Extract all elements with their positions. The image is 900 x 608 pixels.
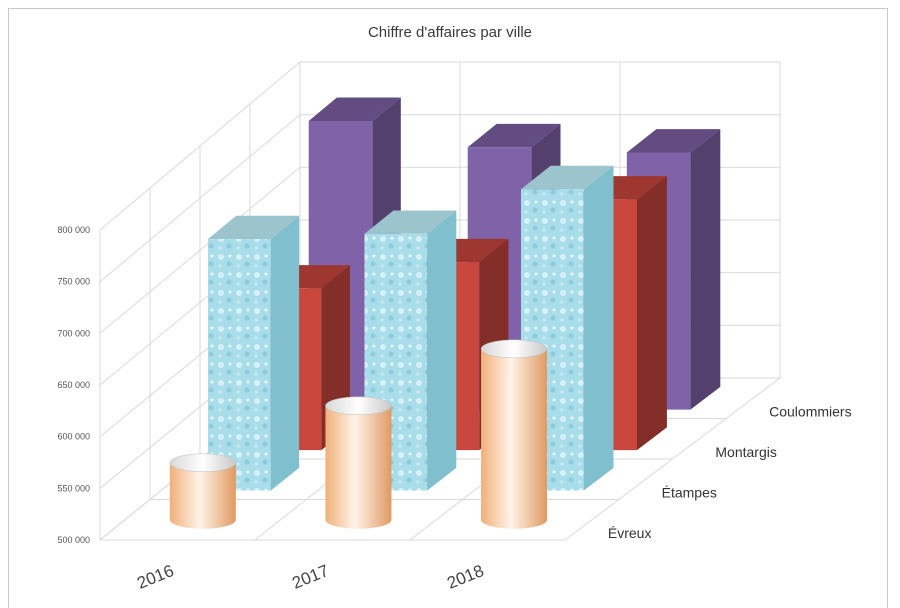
y-tick-label: 500 000 xyxy=(57,535,90,545)
bars-layer xyxy=(169,97,721,529)
series-label: Montargis xyxy=(715,444,776,460)
cylinder-top xyxy=(325,396,392,416)
bar-front xyxy=(208,239,271,491)
bar-top xyxy=(364,210,457,234)
category-label: 2016 xyxy=(134,561,176,593)
y-tick-label: 600 000 xyxy=(57,432,90,442)
y-tick-label: 800 000 xyxy=(57,225,90,235)
cylinder-body xyxy=(169,462,236,529)
gridline-depth xyxy=(99,230,565,541)
y-tick-label: 700 000 xyxy=(57,328,90,338)
series-label: Coulommiers xyxy=(769,403,851,419)
bar-top xyxy=(521,165,614,190)
category-label: 2018 xyxy=(444,561,486,593)
bar-top xyxy=(308,97,401,121)
bar-side xyxy=(427,210,457,491)
cylinder-top xyxy=(480,339,548,359)
gridline-depth xyxy=(149,188,619,500)
bar-side xyxy=(583,165,614,491)
cylinder-body xyxy=(325,405,392,529)
series-label: Évreux xyxy=(608,525,652,541)
cylinder-top xyxy=(169,453,237,473)
category-label: 2017 xyxy=(289,561,331,593)
bar-side xyxy=(270,215,300,491)
bar-side xyxy=(690,129,721,410)
chart-frame xyxy=(8,8,888,608)
cylinder-body xyxy=(481,348,548,529)
y-tick-label: 650 000 xyxy=(57,380,90,390)
bar-top xyxy=(467,123,561,148)
bar-side xyxy=(637,176,667,451)
y-tick-label: 750 000 xyxy=(57,277,90,287)
series-label: Étampes xyxy=(662,484,717,500)
bar-top xyxy=(626,129,721,153)
chart-title: Chiffre d'affaires par ville xyxy=(367,24,533,41)
y-tick-label: 550 000 xyxy=(57,483,90,493)
bar-top xyxy=(208,215,300,239)
